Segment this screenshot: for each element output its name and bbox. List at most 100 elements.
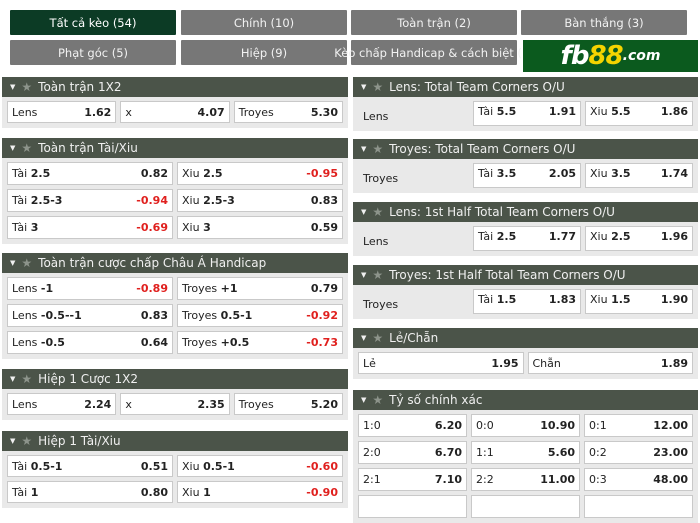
market-header[interactable]: ▼ ★ Hiệp 1 Tài/Xiu — [2, 431, 348, 451]
team-label: Lens — [363, 110, 389, 123]
odds-line: 1.5 — [611, 293, 631, 306]
odds-label: 2:2 — [476, 473, 494, 486]
tab-5[interactable]: Hiệp (9) — [181, 40, 347, 65]
collapse-triangle-icon[interactable]: ▼ — [361, 208, 367, 216]
odds-cell[interactable]: 0:0 10.90 — [471, 414, 580, 437]
odds-cell[interactable]: Tài 3 -0.69 — [7, 216, 173, 239]
collapse-triangle-icon[interactable]: ▼ — [361, 334, 367, 342]
odds-label: Troyes — [238, 105, 274, 119]
odds-cell[interactable]: Xiu 1.5 1.90 — [585, 289, 693, 314]
odds-cell[interactable]: Xiu 2.5 1.96 — [585, 226, 693, 251]
market-header[interactable]: ▼ ★ Lẻ/Chẵn — [353, 328, 698, 348]
tab-2[interactable]: Toàn trận (2) — [351, 10, 517, 35]
collapse-triangle-icon[interactable]: ▼ — [10, 375, 16, 383]
odds-cell[interactable]: Tài 2.5 0.82 — [7, 162, 173, 185]
collapse-triangle-icon[interactable]: ▼ — [361, 145, 367, 153]
favorite-star-icon[interactable]: ★ — [372, 142, 384, 156]
odds-label: Xiu 2.5-3 — [182, 194, 235, 207]
favorite-star-icon[interactable]: ★ — [372, 80, 384, 94]
odds-cell[interactable]: Lens 2.24 — [7, 393, 117, 415]
odds-cell[interactable]: 0:3 48.00 — [584, 468, 693, 491]
odds-cell[interactable] — [471, 495, 580, 518]
odds-cell[interactable]: 0:1 12.00 — [584, 414, 693, 437]
odds-cell[interactable]: Xiu 1 -0.90 — [177, 481, 343, 503]
collapse-triangle-icon[interactable]: ▼ — [10, 259, 16, 267]
odds-cell[interactable]: Lens -1 -0.89 — [7, 277, 173, 300]
odds-cell[interactable]: Tài 3.5 2.05 — [473, 163, 581, 188]
odds-cell[interactable]: Tài 2.5-3 -0.94 — [7, 189, 173, 212]
odds-cell[interactable]: 1:1 5.60 — [471, 441, 580, 464]
market-header[interactable]: ▼ ★ Tỷ số chính xác — [353, 390, 698, 410]
odds-value: 0.80 — [140, 485, 168, 499]
odds-cell[interactable]: Lẻ 1.95 — [358, 352, 524, 374]
market-header[interactable]: ▼ ★ Lens: Total Team Corners O/U — [353, 77, 698, 97]
odds-cell[interactable]: Chẵn 1.89 — [527, 352, 693, 374]
odds-cell[interactable]: Lens 1.62 — [7, 101, 117, 123]
odds-cell[interactable]: Xiu 3 0.59 — [177, 216, 343, 239]
odds-row: Lens -1 -0.89 Troyes +1 0.79 — [2, 277, 348, 300]
odds-cell[interactable] — [584, 495, 693, 518]
odds-cell[interactable]: Tài 5.5 1.91 — [473, 101, 581, 126]
odds-cell[interactable]: Tài 2.5 1.77 — [473, 226, 581, 251]
odds-cell[interactable]: Tài 1.5 1.83 — [473, 289, 581, 314]
odds-cell[interactable]: Troyes +1 0.79 — [177, 277, 343, 300]
odds-cell[interactable]: Xiu 5.5 1.86 — [585, 101, 693, 126]
odds-cell[interactable]: 2:0 6.70 — [358, 441, 467, 464]
favorite-star-icon[interactable]: ★ — [21, 256, 33, 270]
odds-cell[interactable]: Tài 1 0.80 — [7, 481, 173, 503]
odds-cell[interactable]: x 2.35 — [120, 393, 230, 415]
odds-value: 48.00 — [653, 473, 688, 486]
odds-line: 2.5 — [496, 230, 517, 243]
odds-cell[interactable]: Troyes +0.5 -0.73 — [177, 331, 343, 354]
collapse-triangle-icon[interactable]: ▼ — [10, 83, 16, 91]
odds-cell[interactable]: Xiu 2.5-3 0.83 — [177, 189, 343, 212]
odds-row: 2:0 6.70 1:1 5.60 0:2 23.00 — [353, 441, 698, 464]
odds-cell[interactable]: Lens -0.5--1 0.83 — [7, 304, 173, 327]
collapse-triangle-icon[interactable]: ▼ — [10, 437, 16, 445]
odds-cell[interactable]: 2:1 7.10 — [358, 468, 467, 491]
odds-value: -0.92 — [306, 309, 338, 322]
favorite-star-icon[interactable]: ★ — [21, 434, 33, 448]
odds-row: Troyes Tài 3.5 2.05 Xiu 3.5 1.74 — [353, 163, 698, 188]
favorite-star-icon[interactable]: ★ — [372, 393, 384, 407]
odds-cell[interactable]: x 4.07 — [120, 101, 230, 123]
market-header[interactable]: ▼ ★ Toàn trận 1X2 — [2, 77, 348, 97]
favorite-star-icon[interactable]: ★ — [21, 80, 33, 94]
market-header[interactable]: ▼ ★ Toàn trận cược chấp Châu Á Handicap — [2, 253, 348, 273]
odds-cell[interactable]: 0:2 23.00 — [584, 441, 693, 464]
odds-label: Tài 3 — [12, 221, 39, 234]
market-header[interactable]: ▼ ★ Hiệp 1 Cược 1X2 — [2, 369, 348, 389]
favorite-star-icon[interactable]: ★ — [21, 372, 33, 386]
market-header[interactable]: ▼ ★ Troyes: Total Team Corners O/U — [353, 139, 698, 159]
odds-cell[interactable]: Xiu 0.5-1 -0.60 — [177, 455, 343, 477]
favorite-star-icon[interactable]: ★ — [372, 205, 384, 219]
market-header[interactable]: ▼ ★ Toàn trận Tài/Xiu — [2, 138, 348, 158]
odds-cell[interactable]: 1:0 6.20 — [358, 414, 467, 437]
market-section: ▼ ★ Hiệp 1 Cược 1X2 Lens 2.24 x 2.35 Troyes 5.20 — [2, 369, 348, 420]
odds-cell[interactable]: Xiu 3.5 1.74 — [585, 163, 693, 188]
odds-cell[interactable]: Troyes 5.20 — [233, 393, 343, 415]
odds-cell[interactable] — [358, 495, 467, 518]
market-header[interactable]: ▼ ★ Lens: 1st Half Total Team Corners O/U — [353, 202, 698, 222]
collapse-triangle-icon[interactable]: ▼ — [361, 271, 367, 279]
odds-cell[interactable]: Troyes 5.30 — [233, 101, 343, 123]
odds-cell[interactable]: Lens -0.5 0.64 — [7, 331, 173, 354]
tab-6[interactable]: Kèo chấp Handicap & cách biệt (1) — [334, 40, 534, 65]
tab-0[interactable]: Tất cả kèo (54) — [10, 10, 176, 35]
tab-1[interactable]: Chính (10) — [181, 10, 347, 35]
odds-cell[interactable]: Tài 0.5-1 0.51 — [7, 455, 173, 477]
favorite-star-icon[interactable]: ★ — [21, 141, 33, 155]
odds-cell[interactable]: Troyes 0.5-1 -0.92 — [177, 304, 343, 327]
collapse-triangle-icon[interactable]: ▼ — [10, 144, 16, 152]
favorite-star-icon[interactable]: ★ — [372, 331, 384, 345]
odds-label: Xiu 0.5-1 — [182, 459, 235, 473]
odds-cell[interactable]: Xiu 2.5 -0.95 — [177, 162, 343, 185]
collapse-triangle-icon[interactable]: ▼ — [361, 396, 367, 404]
market-header[interactable]: ▼ ★ Troyes: 1st Half Total Team Corners O/… — [353, 265, 698, 285]
odds-cell[interactable]: 2:2 11.00 — [471, 468, 580, 491]
tab-3[interactable]: Bàn thắng (3) — [521, 10, 687, 35]
tab-4[interactable]: Phạt góc (5) — [10, 40, 176, 65]
odds-line: 3 — [30, 221, 39, 234]
collapse-triangle-icon[interactable]: ▼ — [361, 83, 367, 91]
favorite-star-icon[interactable]: ★ — [372, 268, 384, 282]
